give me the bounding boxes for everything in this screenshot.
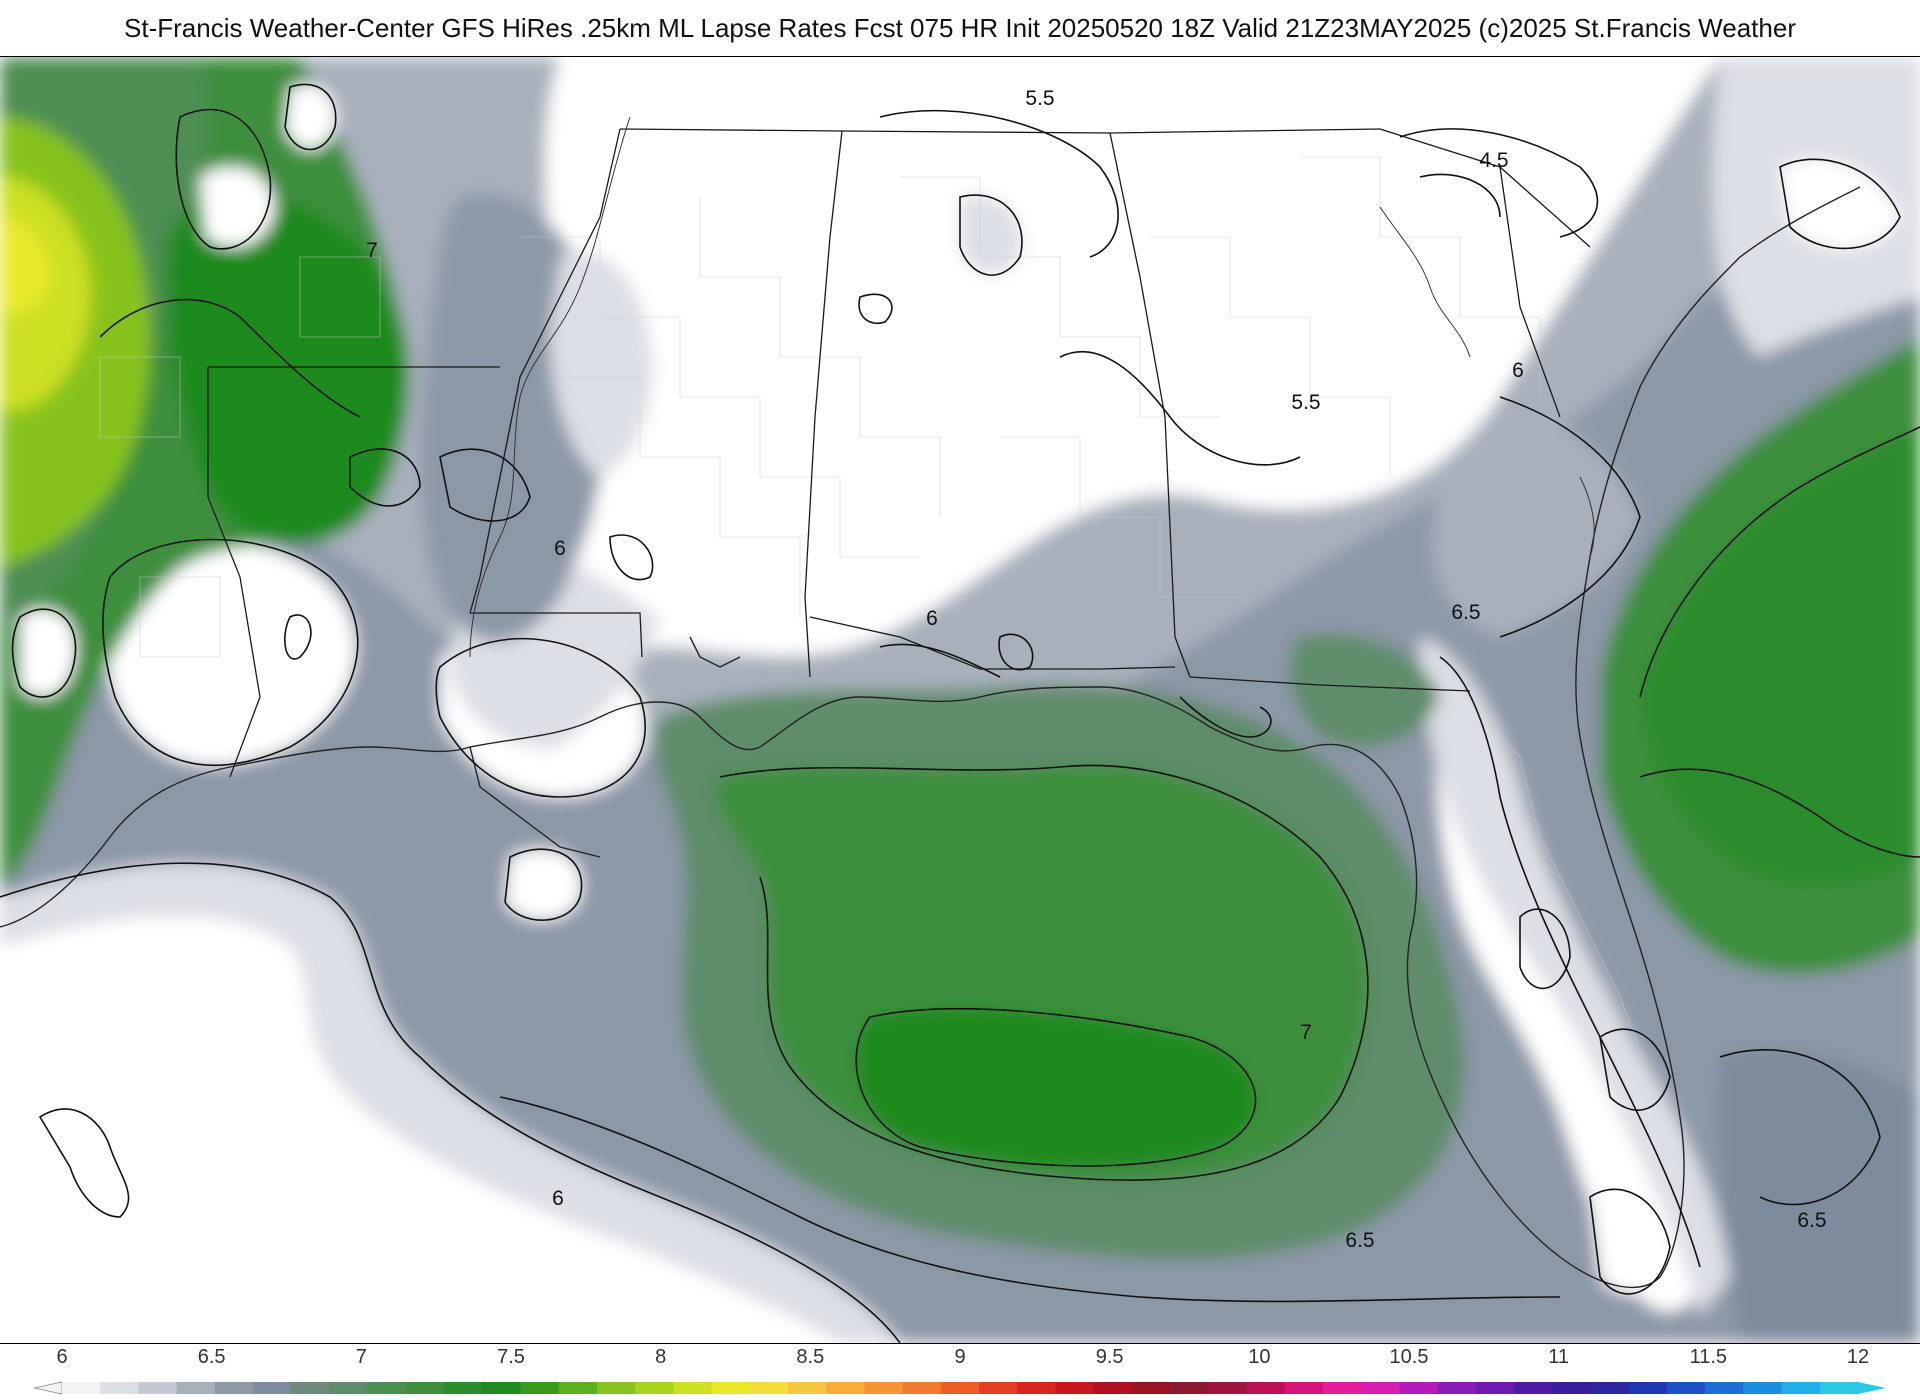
colorbar-swatch bbox=[940, 1382, 980, 1394]
colorbar-arrow-right bbox=[1858, 1382, 1886, 1394]
colorbar-swatch bbox=[1552, 1382, 1592, 1394]
colorbar-swatch bbox=[1705, 1382, 1744, 1394]
colorbar-swatch bbox=[826, 1382, 865, 1394]
colorbar-swatch bbox=[214, 1382, 254, 1394]
colorbar-swatch bbox=[1093, 1382, 1133, 1394]
colorbar-swatch bbox=[405, 1382, 445, 1394]
state-borders bbox=[207, 128, 1591, 778]
colorbar-tick-label: 11 bbox=[1548, 1346, 1570, 1368]
map-title: St-Francis Weather-Center GFS HiRes .25k… bbox=[124, 12, 1796, 43]
colorbar-swatches bbox=[33, 1381, 1886, 1395]
colorbar-tick-label: 10 bbox=[1248, 1346, 1271, 1368]
colorbar-swatch bbox=[711, 1382, 751, 1394]
colorbar-swatch bbox=[1743, 1382, 1783, 1394]
contour-label: 6.5 bbox=[1797, 1209, 1826, 1232]
colorbar-swatch bbox=[1781, 1382, 1821, 1394]
colorbar-swatch bbox=[1170, 1382, 1209, 1394]
colorbar-tick-label: 8.5 bbox=[796, 1346, 825, 1368]
colorbar-swatch bbox=[1819, 1382, 1859, 1394]
colorbar-swatch bbox=[1017, 1382, 1057, 1394]
contour-label: 5.5 bbox=[1291, 391, 1320, 414]
colorbar-tick-label: 9 bbox=[954, 1346, 966, 1368]
colorbar-swatch bbox=[1323, 1382, 1362, 1394]
colorbar-tick-label: 11.5 bbox=[1689, 1346, 1728, 1368]
contour-label: 7 bbox=[366, 239, 378, 262]
colorbar-tick-label: 6.5 bbox=[197, 1346, 226, 1368]
colorbar-swatch bbox=[62, 1382, 101, 1394]
map-canvas: 5.5 4.5 7 6 6 5.5 6 6.5 7 6 6.5 6.5 bbox=[0, 57, 1920, 1343]
colorbar-tick-label: 6 bbox=[56, 1346, 68, 1368]
colorbar-swatch bbox=[444, 1382, 483, 1394]
colorbar-arrow-left bbox=[33, 1381, 63, 1395]
colorbar-swatch bbox=[138, 1382, 178, 1394]
colorbar-swatch bbox=[329, 1382, 369, 1394]
colorbar-swatch bbox=[1475, 1382, 1515, 1394]
colorbar-swatch bbox=[1666, 1382, 1706, 1394]
colorbar: 6 6.5 7 7.5 8 8.5 9 9.5 10 10.5 11 11.5 12 bbox=[0, 1344, 1920, 1400]
colorbar-swatch bbox=[596, 1382, 636, 1394]
colorbar-swatch bbox=[1590, 1382, 1630, 1394]
contour-label: 7 bbox=[1300, 1021, 1312, 1044]
colorbar-swatch bbox=[482, 1382, 522, 1394]
colorbar-swatch bbox=[558, 1382, 598, 1394]
colorbar-swatch bbox=[176, 1382, 216, 1394]
colorbar-swatch bbox=[1284, 1382, 1324, 1394]
colorbar-swatch bbox=[864, 1382, 904, 1394]
colorbar-tick-label: 9.5 bbox=[1095, 1346, 1124, 1368]
coastline bbox=[0, 186, 1861, 1289]
colorbar-swatch bbox=[749, 1382, 789, 1394]
colorbar-tick-label: 12 bbox=[1846, 1346, 1870, 1368]
colorbar-swatch bbox=[979, 1382, 1018, 1394]
colorbar-tick-label: 7 bbox=[355, 1346, 367, 1368]
colorbar-swatch bbox=[788, 1382, 827, 1394]
contour-label: 6.5 bbox=[1345, 1229, 1374, 1252]
colorbar-swatch bbox=[1361, 1382, 1400, 1394]
colorbar-swatch bbox=[1131, 1382, 1171, 1394]
colorbar-swatch bbox=[1399, 1382, 1439, 1394]
colorbar-swatch bbox=[1208, 1382, 1248, 1394]
colorbar-swatch bbox=[673, 1382, 713, 1394]
contour-label: 4.5 bbox=[1479, 149, 1508, 172]
colorbar-swatch bbox=[367, 1382, 407, 1394]
colorbar-swatch bbox=[100, 1382, 139, 1394]
contour-label: 6 bbox=[554, 537, 566, 560]
colorbar-swatch bbox=[1628, 1382, 1668, 1394]
contour-label: 5.5 bbox=[1025, 87, 1054, 110]
colorbar-tick-label: 8 bbox=[655, 1346, 667, 1368]
colorbar-swatch bbox=[253, 1382, 292, 1394]
colorbar-tick-label: 10.5 bbox=[1389, 1346, 1429, 1368]
contour-label: 6 bbox=[1512, 359, 1524, 382]
contour-labels: 5.5 4.5 7 6 6 5.5 6 6.5 7 6 6.5 6.5 bbox=[366, 87, 1826, 1252]
colorbar-swatch bbox=[635, 1382, 674, 1394]
colorbar-tick-label: 7.5 bbox=[497, 1346, 525, 1368]
lapse-rate-map[interactable]: 5.5 4.5 7 6 6 5.5 6 6.5 7 6 6.5 6.5 bbox=[0, 56, 1920, 1344]
colorbar-swatch bbox=[1055, 1382, 1095, 1394]
contour-label: 6.5 bbox=[1451, 601, 1480, 624]
contour-label: 6 bbox=[926, 607, 938, 630]
rivers bbox=[469, 116, 1595, 658]
colorbar-swatch bbox=[291, 1382, 330, 1394]
colorbar-swatch bbox=[1437, 1382, 1477, 1394]
colorbar-swatch bbox=[902, 1382, 942, 1394]
colorbar-swatch bbox=[1514, 1382, 1553, 1394]
contour-label: 6 bbox=[552, 1187, 564, 1210]
colorbar-swatch bbox=[1246, 1382, 1286, 1394]
contour-lines bbox=[0, 83, 1920, 1343]
colorbar-swatch bbox=[520, 1382, 560, 1394]
